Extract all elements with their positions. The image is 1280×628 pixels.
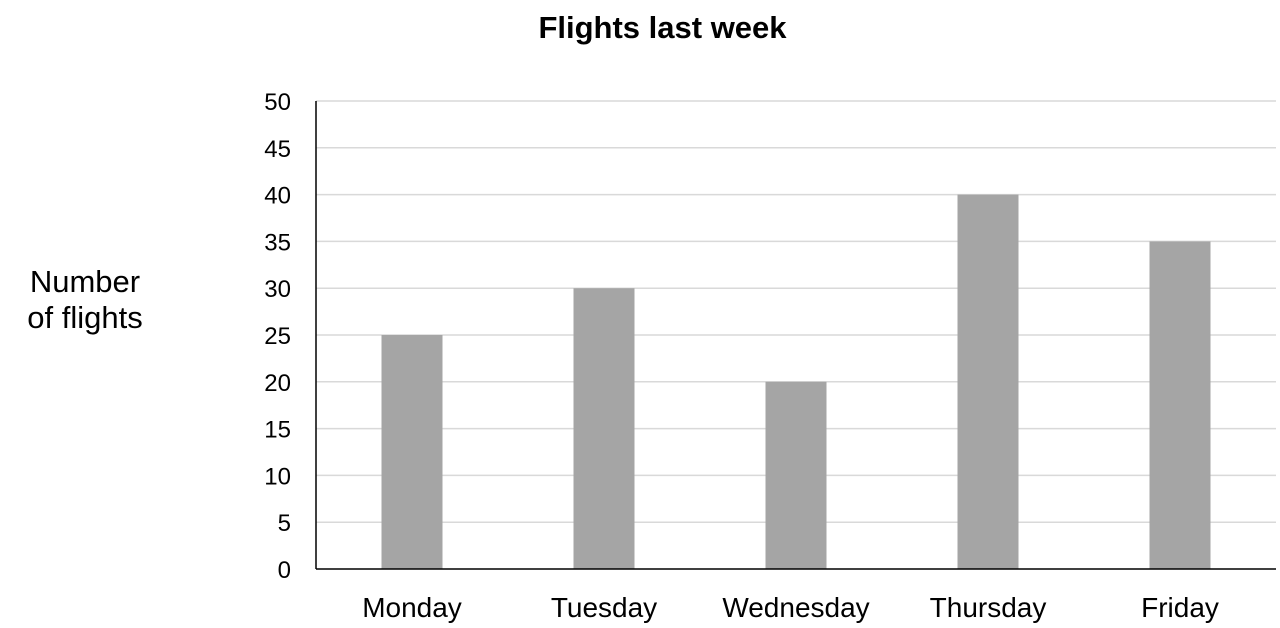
y-tick-label: 40 xyxy=(264,183,291,210)
bar-tuesday xyxy=(573,288,635,569)
x-tick-label: Monday xyxy=(362,592,462,623)
y-tick-label: 10 xyxy=(264,463,291,490)
bar-friday xyxy=(1149,241,1211,569)
y-tick-label: 0 xyxy=(278,557,291,584)
y-tick-label: 35 xyxy=(264,229,291,256)
y-tick-label: 5 xyxy=(278,510,291,537)
y-tick-label: 25 xyxy=(264,323,291,350)
x-tick-labels: Monday Tuesday Wednesday Thursday Friday xyxy=(362,592,1219,623)
y-tick-label: 45 xyxy=(264,136,291,163)
x-tick-label: Tuesday xyxy=(551,592,657,623)
y-tick-labels: 0 5 10 15 20 25 30 35 40 45 50 xyxy=(264,89,291,584)
y-tick-label: 50 xyxy=(264,89,291,116)
x-tick-label: Friday xyxy=(1141,592,1219,623)
y-tick-label: 15 xyxy=(264,417,291,444)
y-tick-label: 20 xyxy=(264,370,291,397)
bars xyxy=(381,194,1211,569)
y-axis-label-line-1: Number xyxy=(29,264,141,299)
chart-title: Flights last week xyxy=(538,10,787,45)
axes xyxy=(315,101,1276,570)
y-tick-label: 30 xyxy=(264,276,291,303)
y-axis-label-line-2: of flights xyxy=(27,300,143,335)
x-tick-label: Thursday xyxy=(930,592,1047,623)
x-tick-label: Wednesday xyxy=(722,592,869,623)
y-axis-label: Number of flights xyxy=(0,264,170,336)
bar-thursday xyxy=(957,194,1019,569)
bar-monday xyxy=(381,335,443,569)
bar-wednesday xyxy=(765,381,827,569)
